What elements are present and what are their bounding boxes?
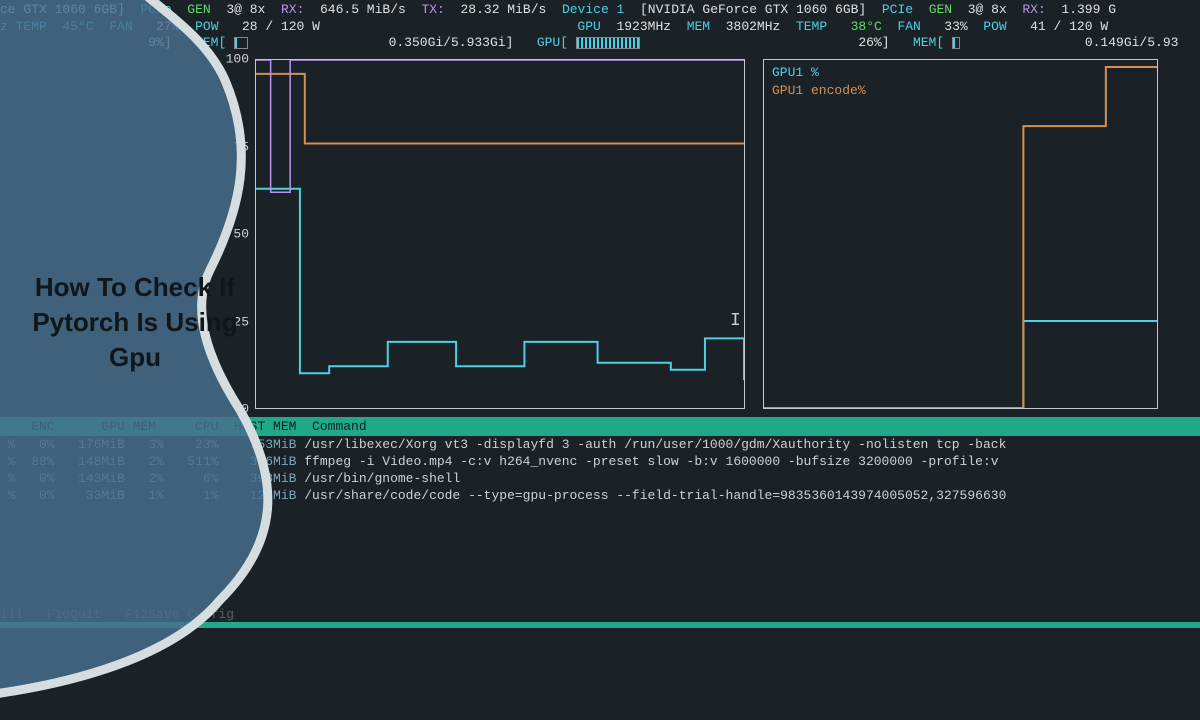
process-row[interactable]: % 0% 143MiB 2% 6% 398MiB /usr/bin/gnome-… [0, 470, 1200, 487]
status-line-3: 9%] MEM[ 0.350Gi/5.933Gi] GPU[ 26%] MEM[… [0, 34, 1200, 51]
charts-area: 0255075100 GPU1 %GPU1 encode% I [0, 51, 1200, 417]
process-row[interactable]: % 0% 176MiB 3% 23% 153MiB /usr/libexec/X… [0, 436, 1200, 453]
process-table-body: % 0% 176MiB 3% 23% 153MiB /usr/libexec/X… [0, 436, 1200, 504]
fn-key-bar: ill F10Quit F12Save Config [0, 607, 257, 622]
gpu0-chart: 0255075100 [255, 59, 745, 409]
process-row[interactable]: % 0% 33MiB 1% 1% 125MiB /usr/share/code/… [0, 487, 1200, 504]
gpu1-chart: GPU1 %GPU1 encode% [763, 59, 1158, 409]
status-line-1: ce GTX 1060 6GB] PCIe GEN 3@ 8x RX: 646.… [0, 0, 1200, 17]
text-cursor-icon: I [730, 311, 741, 331]
process-table-header: ENC GPU MEM CPU HOST MEM Command [0, 417, 1200, 436]
status-line-2: z TEMP 45°C FAN 27% POW 28 / 120 W GPU 1… [0, 17, 1200, 34]
process-row[interactable]: % 88% 148MiB 2% 511% 356MiB ffmpeg -i Vi… [0, 453, 1200, 470]
footer-accent [0, 622, 1200, 628]
